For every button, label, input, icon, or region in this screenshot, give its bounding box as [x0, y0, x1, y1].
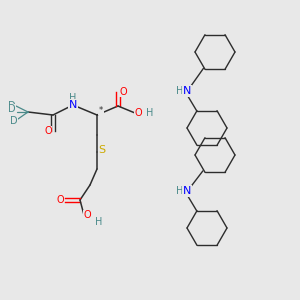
Text: *: *: [99, 106, 103, 115]
Text: N: N: [183, 86, 191, 96]
Text: H: H: [95, 217, 103, 227]
Text: D: D: [8, 101, 16, 111]
Text: H: H: [146, 108, 154, 118]
Text: O: O: [83, 210, 91, 220]
Text: H: H: [176, 186, 184, 196]
Text: O: O: [134, 108, 142, 118]
Text: N: N: [183, 186, 191, 196]
Text: D: D: [10, 116, 18, 126]
Text: H: H: [176, 86, 184, 96]
Text: O: O: [119, 87, 127, 97]
Text: O: O: [44, 126, 52, 136]
Text: O: O: [56, 195, 64, 205]
Text: N: N: [69, 100, 77, 110]
Text: D: D: [8, 104, 16, 114]
Text: S: S: [98, 145, 106, 155]
Text: H: H: [69, 93, 77, 103]
